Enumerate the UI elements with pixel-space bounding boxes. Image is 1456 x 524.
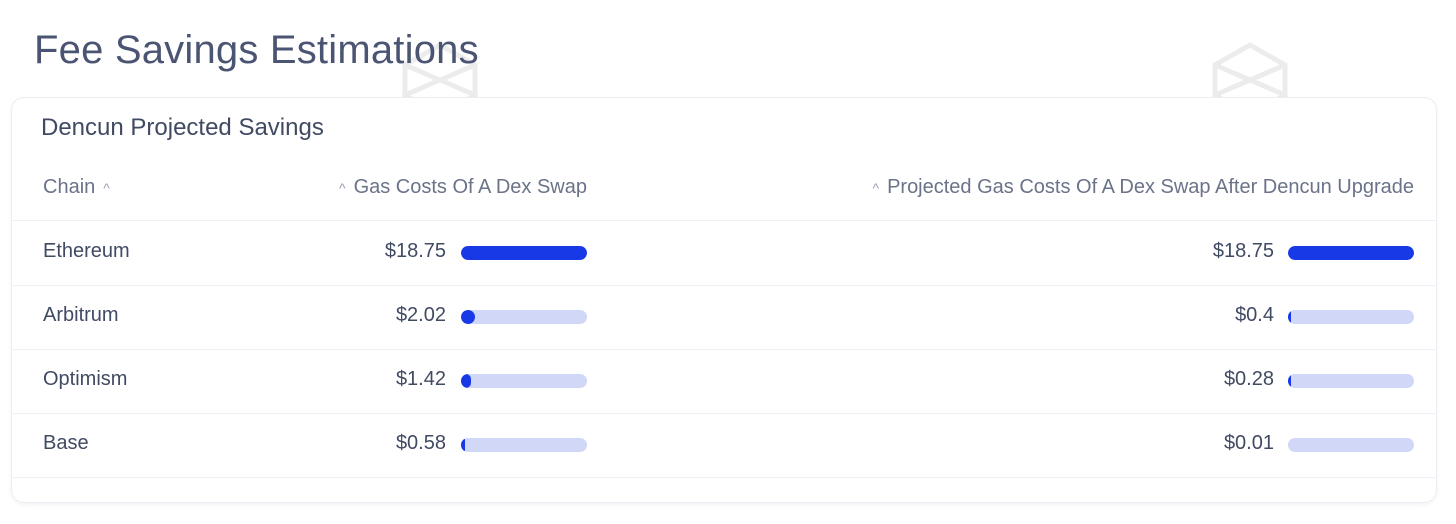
gas-cost-bar: [461, 310, 587, 324]
table-row: Ethereum $18.75 $18.75: [12, 221, 1436, 286]
gas-cost-bar-fill: [461, 374, 471, 388]
column-header-projected-gas-costs[interactable]: ^ Projected Gas Costs Of A Dex Swap Afte…: [872, 176, 1414, 199]
column-header-label: Projected Gas Costs Of A Dex Swap After …: [887, 176, 1414, 198]
chain-name: Arbitrum: [43, 304, 119, 326]
projected-cost-bar: [1288, 438, 1414, 452]
projected-cost-bar: [1288, 374, 1414, 388]
gas-cost-bar: [461, 246, 587, 260]
page-title: Fee Savings Estimations: [34, 28, 479, 72]
chain-name: Ethereum: [43, 240, 130, 262]
projected-cost-bar-fill: [1288, 374, 1291, 388]
gas-cost-value: $2.02: [395, 304, 446, 326]
gas-cost-value: $1.42: [395, 368, 446, 390]
savings-card: Dencun Projected Savings Chain ^ ^ Gas C…: [12, 98, 1436, 502]
table-header: Chain ^ ^ Gas Costs Of A Dex Swap ^ Proj…: [12, 156, 1436, 221]
caret-up-icon: ^: [103, 179, 110, 196]
gas-cost-bar-fill: [461, 246, 587, 260]
projected-cost-value: $0.01: [1223, 432, 1274, 454]
gas-cost-value: $18.75: [384, 240, 446, 262]
projected-cost-value: $0.4: [1235, 304, 1274, 326]
projected-cost-bar-fill: [1288, 310, 1291, 324]
gas-cost-bar: [461, 438, 587, 452]
gas-cost-bar-fill: [461, 310, 475, 324]
chain-name: Base: [43, 432, 89, 454]
column-header-label: Chain: [43, 176, 96, 198]
gas-cost-bar: [461, 374, 587, 388]
projected-cost-value: $18.75: [1212, 240, 1274, 262]
column-header-gas-costs[interactable]: ^ Gas Costs Of A Dex Swap: [339, 176, 587, 199]
projected-cost-bar-fill: [1288, 246, 1414, 260]
caret-up-icon: ^: [872, 179, 880, 196]
table-row: Base $0.58 $0.01: [12, 413, 1436, 478]
gas-cost-bar-fill: [461, 438, 465, 452]
card-title: Dencun Projected Savings: [41, 114, 324, 141]
caret-up-icon: ^: [338, 179, 346, 196]
projected-cost-bar: [1288, 246, 1414, 260]
projected-cost-bar: [1288, 310, 1414, 324]
table-row: Optimism $1.42 $0.28: [12, 349, 1436, 414]
chain-name: Optimism: [43, 368, 128, 390]
column-header-label: Gas Costs Of A Dex Swap: [353, 176, 587, 198]
projected-cost-value: $0.28: [1223, 368, 1274, 390]
table-row: Arbitrum $2.02 $0.4: [12, 285, 1436, 350]
column-header-chain[interactable]: Chain ^: [43, 176, 110, 199]
gas-cost-value: $0.58: [395, 432, 446, 454]
